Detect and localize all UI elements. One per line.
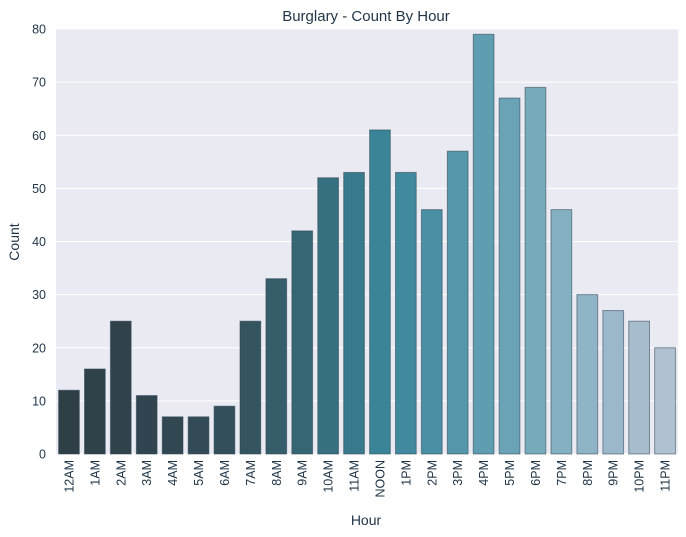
x-tick-label: 11AM — [348, 460, 362, 492]
y-tick-label: 70 — [32, 76, 46, 90]
x-tick-label: 2AM — [114, 460, 128, 486]
x-tick-label: 10AM — [322, 460, 336, 493]
bar — [654, 347, 676, 455]
bar — [135, 395, 158, 455]
x-tick-label: 5PM — [503, 460, 517, 486]
bar — [343, 171, 365, 455]
bar — [317, 177, 339, 455]
bar — [213, 405, 236, 455]
chart-title: Burglary - Count By Hour — [282, 8, 450, 25]
grid-lines — [56, 28, 678, 455]
bar — [628, 320, 650, 455]
x-tick-label: 12AM — [62, 460, 76, 493]
y-tick-label: 40 — [32, 235, 46, 249]
y-axis-label: Count — [6, 223, 22, 260]
x-tick-label: 11PM — [659, 460, 673, 492]
bar — [420, 209, 443, 455]
y-tick-label: 0 — [39, 448, 46, 462]
x-tick-label: 9PM — [607, 460, 621, 486]
bar — [58, 389, 80, 455]
bar — [239, 320, 262, 455]
x-tick-label: 9AM — [296, 460, 310, 486]
bar — [576, 294, 599, 455]
bar — [550, 209, 573, 455]
bar — [498, 97, 521, 455]
x-tick-label: 4PM — [477, 460, 491, 486]
bar — [84, 368, 106, 455]
x-tick-label: 1PM — [399, 460, 413, 486]
bar — [369, 129, 391, 455]
y-tick-label: 10 — [32, 394, 46, 408]
x-tick-label: 3PM — [451, 460, 465, 486]
bar — [187, 416, 210, 455]
x-tick-label: 6PM — [529, 460, 543, 486]
bar — [161, 416, 184, 455]
bar — [602, 310, 625, 455]
y-tick-label: 50 — [32, 182, 46, 196]
bar — [446, 150, 469, 455]
y-tick-label: 30 — [32, 288, 46, 302]
x-tick-label: 8PM — [581, 460, 595, 486]
bar — [109, 320, 132, 455]
x-tick-labels: 12AM 1AM 2AM 3AM 4AM 5AM 6AM 7AM 8AM 9AM 10AM 11AM N… — [62, 460, 672, 498]
x-tick-label: 6AM — [218, 460, 232, 486]
y-tick-label: 80 — [32, 23, 46, 37]
x-axis-label: Hour — [351, 512, 382, 528]
x-tick-label: 8AM — [270, 460, 284, 486]
y-tick-label: 20 — [32, 341, 46, 355]
y-tick-label: 60 — [32, 129, 46, 143]
x-tick-label: NOON — [373, 460, 387, 498]
x-tick-label: 1AM — [88, 460, 102, 486]
x-tick-label: 10PM — [633, 460, 647, 493]
bar — [524, 86, 547, 455]
x-tick-label: 4AM — [166, 460, 180, 486]
bar — [291, 230, 314, 455]
x-tick-label: 3AM — [140, 460, 154, 486]
bar — [472, 33, 495, 455]
bar — [265, 278, 288, 455]
y-tick-labels: 0 10 20 30 40 50 60 70 80 — [32, 23, 46, 462]
x-tick-label: 5AM — [192, 460, 206, 486]
x-tick-label: 7AM — [244, 460, 258, 486]
x-tick-label: 2PM — [425, 460, 439, 486]
bars — [58, 33, 676, 455]
x-tick-label: 7PM — [555, 460, 569, 486]
bar — [395, 171, 417, 455]
